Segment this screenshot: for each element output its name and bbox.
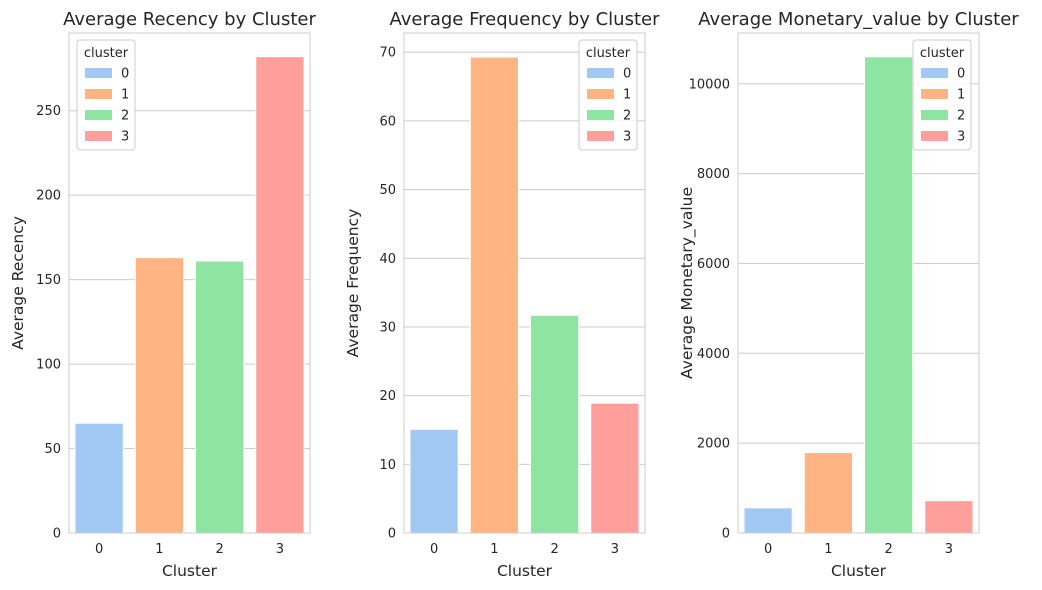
legend-title: cluster [586,46,631,61]
y-axis-label: Average Recency [9,216,27,350]
y-tick-label: 0 [53,527,61,542]
y-tick-label: 6000 [697,257,730,272]
x-tick-label: 1 [155,542,163,557]
x-tick-label: 3 [276,542,284,557]
bar-cluster-1 [469,56,519,534]
bar-cluster-3 [255,56,305,534]
legend-entry-label: 3 [121,130,129,145]
x-tick-label: 3 [611,542,619,557]
bar-cluster-3 [590,402,640,534]
x-tick-label: 2 [215,542,223,557]
chart-title: Average Monetary_value by Cluster [698,9,1019,30]
y-tick-label: 10000 [689,77,730,92]
y-axis-label: Average Monetary_value [678,187,697,379]
y-tick-label: 2000 [697,437,730,452]
x-tick-label: 0 [95,542,103,557]
legend-entry-label: 2 [623,109,631,124]
legend-title: cluster [920,46,965,61]
legend-entry-label: 0 [957,67,965,82]
legend-swatch [85,89,112,99]
legend-swatch [921,68,948,78]
legend-entry-label: 2 [957,109,965,124]
y-tick-label: 40 [379,252,396,267]
legend-swatch [587,110,614,120]
y-axis-label: Average Frequency [344,209,362,358]
legend-entry-label: 0 [623,67,631,82]
bar-cluster-1 [134,257,184,534]
legend-swatch [85,131,112,141]
legend-swatch [921,110,948,120]
legend-swatch [85,110,112,120]
legend-swatch [921,89,948,99]
chart-title: Average Recency by Cluster [63,9,316,30]
bar-cluster-3 [924,500,974,534]
y-tick-label: 10 [379,458,396,473]
x-tick-label: 0 [764,542,772,557]
x-tick-label: 2 [550,542,558,557]
y-tick-label: 60 [379,114,396,129]
legend: cluster 0 1 2 3 [578,39,638,151]
y-tick-label: 30 [379,320,396,335]
y-tick-label: 8000 [697,167,730,182]
chart-title: Average Frequency by Cluster [389,9,660,30]
bar-cluster-0 [74,422,124,534]
x-axis-label: Cluster [162,562,218,580]
legend-entry-label: 3 [623,130,631,145]
legend-swatch [587,68,614,78]
legend-entry-label: 3 [957,130,965,145]
x-tick-label: 1 [824,542,832,557]
y-tick-label: 4000 [697,347,730,362]
x-tick-label: 2 [884,542,892,557]
legend-entry-label: 1 [121,88,129,103]
legend-swatch [921,131,948,141]
legend-swatch [587,89,614,99]
y-tick-label: 70 [379,46,396,61]
monetary-value-chart: 0 2000 4000 6000 8000 10000 0 1 2 3 Average Mone… [678,9,1019,580]
y-tick-label: 50 [379,183,396,198]
bar-cluster-2 [864,56,914,534]
bar-cluster-0 [409,428,459,534]
y-tick-label: 20 [379,389,396,404]
y-tick-label: 250 [36,104,61,119]
legend-entry-label: 1 [623,88,631,103]
x-tick-label: 1 [490,542,498,557]
plot-frame [68,32,311,534]
legend: cluster 0 1 2 3 [76,39,136,151]
recency-chart: 0 50 100 150 200 250 0 1 2 3 Average Recency by … [9,9,316,580]
bar-cluster-1 [803,452,853,534]
legend: cluster 0 1 2 3 [912,39,972,151]
bar-cluster-0 [743,507,793,534]
x-axis-label: Cluster [497,562,553,580]
plot-frame [737,32,980,534]
y-tick-label: 0 [388,527,396,542]
legend-title: cluster [84,46,129,61]
x-tick-label: 0 [430,542,438,557]
plot-frame [403,32,646,534]
y-tick-label: 100 [36,358,61,373]
x-tick-label: 3 [945,542,953,557]
legend-swatch [85,68,112,78]
legend-entry-label: 0 [121,67,129,82]
legend-swatch [587,131,614,141]
legend-entry-label: 1 [957,88,965,103]
y-tick-label: 0 [722,527,730,542]
bar-cluster-2 [530,314,580,534]
y-tick-label: 150 [36,273,61,288]
legend-entry-label: 2 [121,109,129,124]
bar-cluster-2 [195,260,245,534]
x-axis-label: Cluster [831,562,887,580]
y-tick-label: 50 [44,442,61,457]
y-tick-label: 200 [36,189,61,204]
